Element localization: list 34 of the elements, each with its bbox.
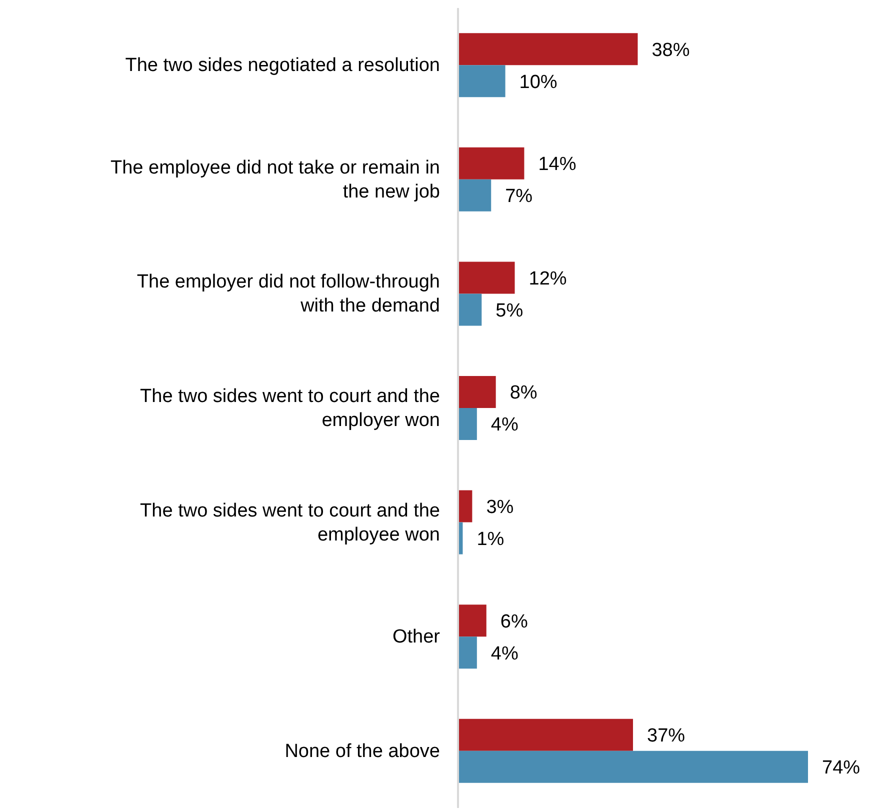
data-label: 37% bbox=[647, 726, 686, 747]
bar bbox=[458, 490, 472, 522]
y-tick-label: The employee did not take or remain in the new job bbox=[110, 156, 440, 202]
bar bbox=[458, 376, 496, 408]
bar bbox=[458, 750, 808, 783]
data-label: 14% bbox=[538, 154, 576, 176]
data-label: 5% bbox=[496, 300, 524, 322]
data-label: 4% bbox=[490, 643, 518, 664]
y-tick-label: The two sides went to court and the employee won bbox=[140, 500, 440, 545]
data-label: 1% bbox=[476, 529, 504, 550]
data-label: 10% bbox=[519, 72, 558, 93]
bar bbox=[458, 147, 524, 180]
bar bbox=[458, 65, 506, 98]
y-tick-label: The employer did not follow-through with the demand bbox=[136, 271, 440, 316]
bar bbox=[458, 179, 492, 212]
data-label: 7% bbox=[505, 186, 533, 208]
y-tick-label: The two sides went to court and the employer won bbox=[140, 386, 440, 430]
bar bbox=[458, 294, 482, 326]
data-label: 6% bbox=[500, 611, 528, 632]
bar bbox=[458, 33, 638, 66]
data-label: 4% bbox=[490, 414, 518, 436]
y-tick-label: Other bbox=[392, 626, 441, 648]
bar bbox=[458, 262, 515, 294]
data-label: 38% bbox=[652, 40, 690, 61]
data-label: 3% bbox=[486, 497, 514, 518]
data-label: 74% bbox=[822, 758, 860, 779]
y-tick-label: None of the above bbox=[284, 740, 440, 762]
bar bbox=[458, 636, 477, 669]
y-tick-label: The two sides negotiated a resolution bbox=[125, 54, 440, 76]
bar bbox=[458, 604, 486, 637]
data-label: 8% bbox=[510, 382, 538, 404]
bar bbox=[458, 718, 633, 751]
bar bbox=[458, 408, 477, 440]
data-label: 12% bbox=[528, 268, 567, 290]
